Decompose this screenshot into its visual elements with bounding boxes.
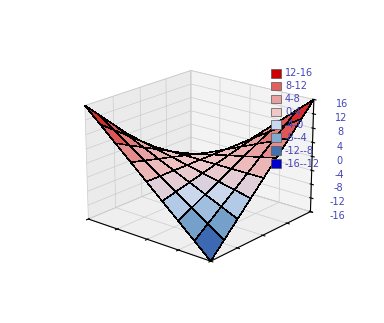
Legend: 12-16, 8-12, 4-8, 0-4, -4-0, -8--4, -12--8, -16--12: 12-16, 8-12, 4-8, 0-4, -4-0, -8--4, -12-… [271, 68, 320, 169]
